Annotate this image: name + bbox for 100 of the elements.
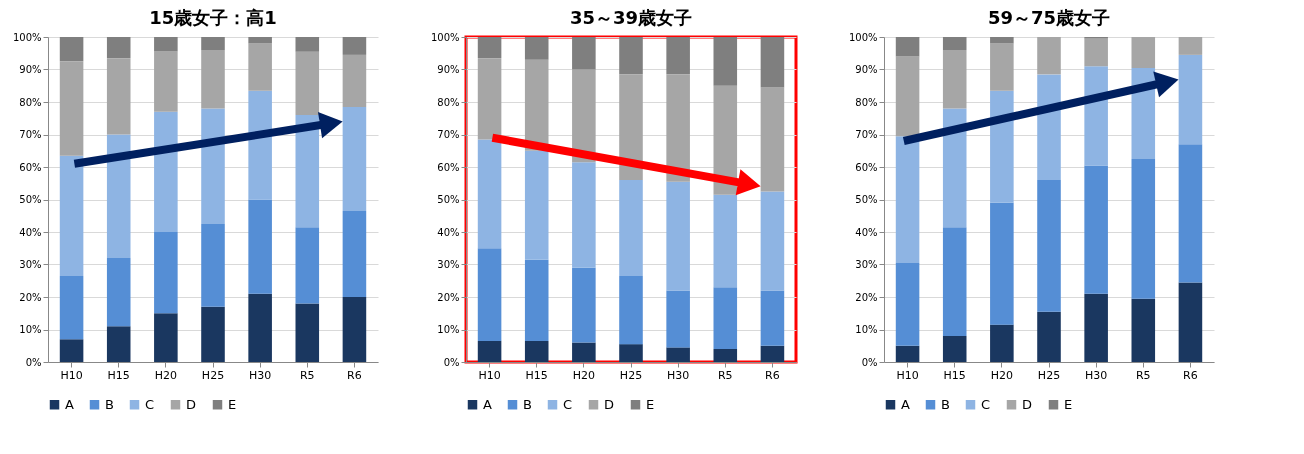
y-tick-label: 80% bbox=[19, 96, 42, 108]
y-tick-label: 70% bbox=[855, 129, 878, 140]
bar bbox=[295, 115, 320, 228]
bar bbox=[713, 37, 738, 86]
bar bbox=[619, 344, 643, 362]
y-tick-label: 70% bbox=[437, 129, 460, 140]
bar bbox=[942, 50, 967, 109]
x-tick-label: H25 bbox=[619, 368, 643, 382]
bar bbox=[59, 155, 84, 276]
bar bbox=[477, 139, 502, 249]
y-tick-label: 40% bbox=[19, 226, 42, 238]
legend-label: A bbox=[901, 396, 910, 412]
bar bbox=[942, 108, 967, 228]
bar bbox=[248, 37, 272, 44]
x-tick-label: R5 bbox=[299, 368, 315, 382]
legend-label: E bbox=[228, 396, 237, 412]
chart-title: 59～75歳女子 bbox=[987, 7, 1111, 28]
bar bbox=[572, 162, 596, 268]
bar bbox=[666, 74, 690, 182]
bar bbox=[106, 258, 131, 327]
x-tick-label: R6 bbox=[765, 368, 780, 382]
x-tick-label: R6 bbox=[347, 368, 362, 382]
bar bbox=[1178, 37, 1203, 55]
bar bbox=[295, 37, 320, 52]
y-tick-label: 50% bbox=[855, 194, 878, 205]
bar bbox=[760, 345, 785, 362]
bar bbox=[713, 349, 738, 362]
y-tick-label: 30% bbox=[855, 259, 878, 270]
bar bbox=[106, 134, 131, 258]
bar bbox=[1178, 282, 1203, 362]
bar bbox=[477, 37, 502, 59]
bar bbox=[477, 340, 502, 362]
bar bbox=[619, 180, 643, 276]
bar bbox=[248, 90, 272, 200]
bar bbox=[990, 90, 1014, 203]
bar bbox=[59, 61, 84, 156]
bar bbox=[572, 37, 596, 70]
x-tick-label: H15 bbox=[943, 368, 966, 382]
y-tick-label: 60% bbox=[437, 161, 460, 173]
bar bbox=[990, 43, 1014, 91]
y-tick-label: 40% bbox=[855, 226, 878, 238]
legend-label: C bbox=[563, 396, 573, 412]
bar bbox=[1037, 180, 1061, 312]
bar bbox=[1131, 298, 1156, 362]
bar bbox=[201, 306, 225, 362]
y-tick-label: 10% bbox=[437, 324, 460, 335]
y-tick-label: 40% bbox=[437, 226, 460, 238]
bar bbox=[760, 37, 785, 88]
y-tick-label: 20% bbox=[855, 291, 878, 303]
y-tick-label: 60% bbox=[19, 161, 42, 173]
bar bbox=[154, 313, 178, 362]
bar bbox=[942, 336, 967, 362]
x-tick-label: H10 bbox=[896, 368, 919, 382]
bar bbox=[895, 56, 920, 137]
bar bbox=[154, 232, 178, 314]
bar bbox=[248, 199, 272, 294]
bar bbox=[248, 43, 272, 91]
bar bbox=[990, 37, 1014, 44]
bar bbox=[760, 191, 785, 291]
y-tick-label: 0% bbox=[25, 356, 42, 368]
bar bbox=[477, 58, 502, 140]
bar bbox=[106, 58, 131, 135]
bar bbox=[1084, 165, 1108, 294]
bar bbox=[59, 37, 84, 62]
y-tick-label: 90% bbox=[19, 64, 42, 75]
bar bbox=[201, 37, 225, 50]
bar bbox=[295, 227, 320, 304]
bar bbox=[342, 37, 367, 55]
legend-label: E bbox=[646, 396, 655, 412]
bar bbox=[342, 297, 367, 362]
bar bbox=[619, 74, 643, 180]
bar bbox=[942, 227, 967, 336]
bar bbox=[990, 324, 1014, 362]
bar bbox=[666, 37, 690, 75]
legend-label: D bbox=[186, 396, 197, 412]
legend-label: A bbox=[483, 396, 492, 412]
bar bbox=[760, 290, 785, 346]
bar bbox=[106, 326, 131, 362]
x-tick-label: R6 bbox=[1183, 368, 1198, 382]
y-tick-label: 30% bbox=[19, 259, 42, 270]
y-tick-label: 50% bbox=[19, 194, 42, 205]
x-tick-label: H20 bbox=[990, 368, 1013, 382]
bar bbox=[1084, 66, 1108, 166]
y-tick-label: 10% bbox=[855, 324, 878, 335]
y-tick-label: 100% bbox=[12, 31, 42, 43]
y-tick-label: 70% bbox=[19, 129, 42, 140]
legend-label: E bbox=[1064, 396, 1073, 412]
bar bbox=[295, 303, 320, 362]
bar bbox=[619, 37, 643, 75]
y-tick-label: 100% bbox=[430, 31, 460, 43]
bar bbox=[59, 339, 84, 362]
bar bbox=[477, 248, 502, 341]
bar bbox=[713, 287, 738, 349]
legend-label: A bbox=[65, 396, 74, 412]
bar bbox=[895, 37, 920, 57]
bar bbox=[572, 69, 596, 163]
y-tick-label: 90% bbox=[855, 64, 878, 75]
bar bbox=[1037, 311, 1061, 362]
bar bbox=[201, 223, 225, 307]
bar bbox=[760, 87, 785, 192]
